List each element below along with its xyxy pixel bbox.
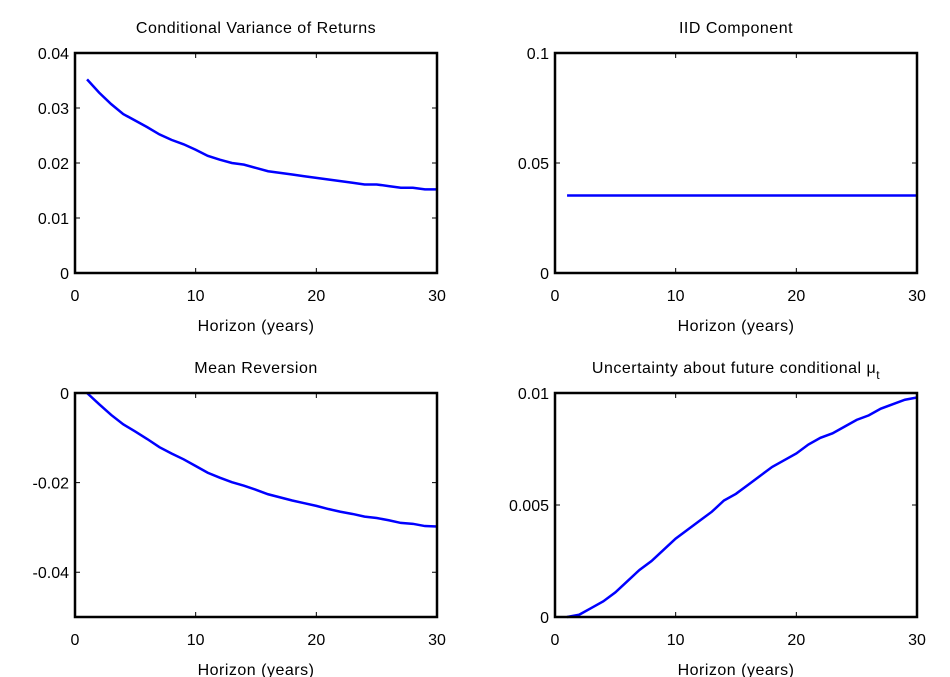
- y-tick-label: 0.03: [38, 101, 69, 118]
- y-tick-label: 0: [60, 386, 69, 403]
- x-tick-label: 20: [787, 288, 805, 305]
- data-line: [86, 78, 437, 191]
- x-tick-label: 30: [428, 632, 446, 649]
- y-tick-label: 0.05: [518, 156, 549, 173]
- x-tick-label: 20: [307, 288, 325, 305]
- subplot: Mean Reversion Horizon (years) 0 10 20 30 -0.0…: [33, 360, 446, 677]
- title-subscript: t: [876, 368, 880, 382]
- subplot-title: IID Component: [679, 20, 793, 37]
- subplot-title: Conditional Variance of Returns: [136, 20, 376, 37]
- data-line: [566, 396, 918, 619]
- subplot-title: Uncertainty about future conditional μt: [592, 360, 880, 382]
- title-text: IID Component: [679, 20, 793, 37]
- axes-box: [73, 391, 439, 619]
- x-axis-label: Horizon (years): [678, 318, 795, 335]
- title-text: Mean Reversion: [194, 360, 318, 377]
- subplot: Conditional Variance of Returns Horizon (…: [38, 20, 446, 335]
- y-tick-label: 0: [540, 610, 549, 627]
- subplot: Uncertainty about future conditional μt H…: [509, 360, 926, 677]
- x-tick-label: 20: [787, 632, 805, 649]
- x-tick-label: 30: [908, 632, 926, 649]
- x-axis-label: Horizon (years): [198, 662, 315, 677]
- y-tick-label: 0.01: [38, 211, 69, 228]
- data-line: [86, 392, 438, 528]
- y-tick-label: 0.005: [509, 498, 549, 515]
- y-tick-label: 0.01: [518, 386, 549, 403]
- x-tick-label: 30: [908, 288, 926, 305]
- y-tick-label: 0: [540, 266, 549, 283]
- x-axis-label: Horizon (years): [678, 662, 795, 677]
- title-text: Uncertainty about future conditional μ: [592, 360, 876, 377]
- x-tick-label: 20: [307, 632, 325, 649]
- x-tick-label: 0: [551, 288, 560, 305]
- y-tick-label: -0.02: [33, 476, 70, 493]
- y-tick-label: 0: [60, 266, 69, 283]
- x-tick-label: 10: [667, 288, 685, 305]
- x-tick-label: 0: [551, 632, 560, 649]
- subplot-title: Mean Reversion: [194, 360, 318, 377]
- x-tick-label: 10: [187, 632, 205, 649]
- subplot: IID Component Horizon (years) 0 10 20 30 0 0.05…: [518, 20, 926, 335]
- y-tick-label: -0.04: [33, 565, 70, 582]
- y-tick-label: 0.04: [38, 46, 69, 63]
- axes-box: [553, 391, 919, 619]
- title-text: Conditional Variance of Returns: [136, 20, 376, 37]
- x-axis-label: Horizon (years): [198, 318, 315, 335]
- x-tick-label: 30: [428, 288, 446, 305]
- axes-box: [73, 51, 439, 275]
- y-tick-label: 0.1: [527, 46, 549, 63]
- x-tick-label: 10: [187, 288, 205, 305]
- axes-box: [553, 51, 919, 275]
- y-tick-label: 0.02: [38, 156, 69, 173]
- x-tick-label: 0: [71, 632, 80, 649]
- x-tick-label: 10: [667, 632, 685, 649]
- x-tick-label: 0: [71, 288, 80, 305]
